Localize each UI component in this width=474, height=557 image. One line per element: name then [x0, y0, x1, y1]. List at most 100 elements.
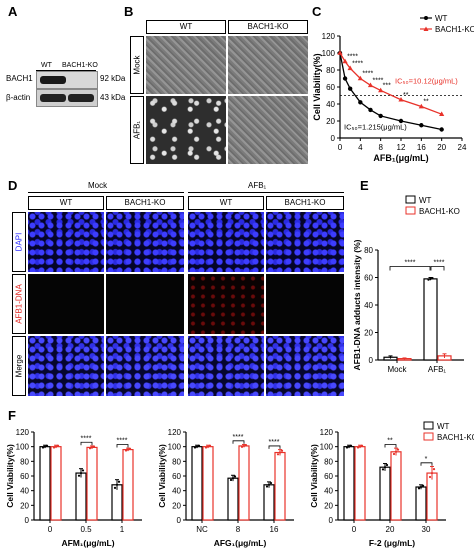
y-tick-label: 20: [324, 501, 333, 510]
x-tick-label: Mock: [387, 365, 407, 374]
bar-wt: [379, 466, 391, 521]
data-point-wt: [358, 100, 363, 105]
y-tick-label: 80: [20, 457, 29, 466]
replicate-point: [197, 444, 201, 447]
panel-letter-c: C: [312, 4, 322, 19]
replicate-point: [265, 485, 269, 488]
significance-mark: ****: [347, 54, 358, 61]
y-tick-label: 60: [324, 472, 333, 481]
replicate-point: [396, 448, 400, 451]
b-header-wt: WT: [146, 20, 226, 34]
replicate-point: [79, 471, 83, 475]
replicate-point: [394, 450, 398, 453]
bar-wt: [423, 278, 438, 361]
significance-mark: ****: [81, 435, 92, 442]
y-tick-label: 0: [369, 356, 374, 365]
x-axis-label: AFM₁(μg/mL): [61, 538, 114, 548]
b-image-ko-mock: [228, 36, 308, 94]
b-header-ko: BACH1-KO: [228, 20, 308, 34]
bar-wt: [191, 446, 203, 521]
bar-wt: [227, 477, 239, 521]
blot-band: [40, 94, 66, 102]
replicate-point: [432, 468, 436, 471]
x-tick-label: 12: [397, 143, 406, 152]
replicate-point: [77, 474, 81, 477]
d-row-dapi: DAPI: [12, 212, 26, 272]
bar-ko: [274, 451, 286, 521]
legend-label-ko: BACH1-KO: [435, 25, 474, 34]
blot-row-bach1: BACH1: [6, 74, 33, 83]
y-tick-label: 100: [320, 443, 334, 452]
y-axis-label: Cell Viability(%): [157, 444, 167, 508]
legend-swatch-wt: [423, 421, 434, 430]
x-tick-label: 16: [417, 143, 426, 152]
b-image-wt-afb1: [146, 96, 226, 164]
panel-letter-e: E: [360, 178, 369, 193]
legend-marker-wt: [424, 16, 428, 20]
data-point-ko: [418, 103, 424, 109]
replicate-point: [276, 453, 280, 456]
chart-c: 0 20 40 60 80 100 120 0 4 8 12 16 20 24 AFB₁(μg/mL) Cel…: [312, 14, 474, 163]
bar-wt: [343, 446, 355, 521]
y-tick-label: 40: [20, 487, 29, 496]
bar-wt: [75, 472, 87, 521]
d-group-line: [188, 192, 344, 193]
bar-ko: [390, 451, 402, 521]
y-tick-label: 0: [331, 134, 336, 143]
y-tick-label: 0: [329, 516, 334, 525]
replicate-point: [360, 444, 364, 447]
replicate-point: [208, 444, 212, 447]
replicate-point: [392, 452, 396, 456]
y-tick-label: 80: [364, 246, 373, 255]
replicate-point: [269, 481, 273, 485]
y-axis-label: Cell Viability(%): [312, 53, 322, 120]
legend-swatch-ko: [423, 432, 434, 441]
panel-letter-b: B: [124, 4, 134, 19]
replicate-point: [90, 446, 94, 449]
significance-mark: ****: [233, 434, 244, 441]
y-tick-label: 20: [20, 501, 29, 510]
d-header-ko-afb1: BACH1-KO: [266, 196, 344, 210]
data-point-wt: [419, 123, 424, 128]
x-tick-label: 20: [437, 143, 446, 152]
data-point-ko: [378, 87, 384, 93]
replicate-point: [347, 445, 351, 448]
replicate-point: [193, 446, 197, 449]
replicate-point: [124, 449, 128, 452]
significance-mark: ****: [352, 60, 363, 67]
data-point-wt: [378, 113, 383, 119]
blot-size-92: 92 kDa: [100, 74, 126, 83]
significance-mark: **: [423, 99, 429, 106]
replicate-point: [128, 447, 132, 450]
replicate-point: [278, 451, 282, 454]
replicate-point: [242, 444, 246, 448]
replicate-point: [417, 487, 421, 490]
y-tick-label: 60: [20, 472, 29, 481]
significance-bracket: [430, 266, 445, 271]
d-header-wt-afb1: WT: [188, 196, 264, 210]
replicate-point: [56, 444, 60, 447]
replicate-point: [358, 445, 362, 448]
significance-mark: ***: [383, 82, 391, 89]
bar-ko: [122, 449, 134, 521]
y-tick-label: 100: [16, 443, 30, 452]
d-image-dapi: [188, 212, 264, 272]
replicate-point: [113, 486, 117, 489]
panel-letter-d: D: [8, 178, 18, 193]
data-point-ko: [398, 96, 404, 102]
x-tick-label: 8: [378, 143, 383, 152]
x-tick-label: 20: [386, 525, 395, 534]
y-tick-label: 120: [320, 428, 334, 437]
y-tick-label: 120: [322, 32, 336, 41]
d-image-merge: [266, 336, 344, 396]
replicate-point: [233, 475, 237, 478]
d-image-dapi: [28, 212, 104, 272]
y-tick-label: 120: [16, 428, 30, 437]
y-tick-label: 60: [172, 472, 181, 481]
legend-label-wt: WT: [435, 14, 448, 23]
bar-ko: [238, 445, 250, 521]
y-axis-label: Cell Viability(%): [5, 444, 15, 508]
